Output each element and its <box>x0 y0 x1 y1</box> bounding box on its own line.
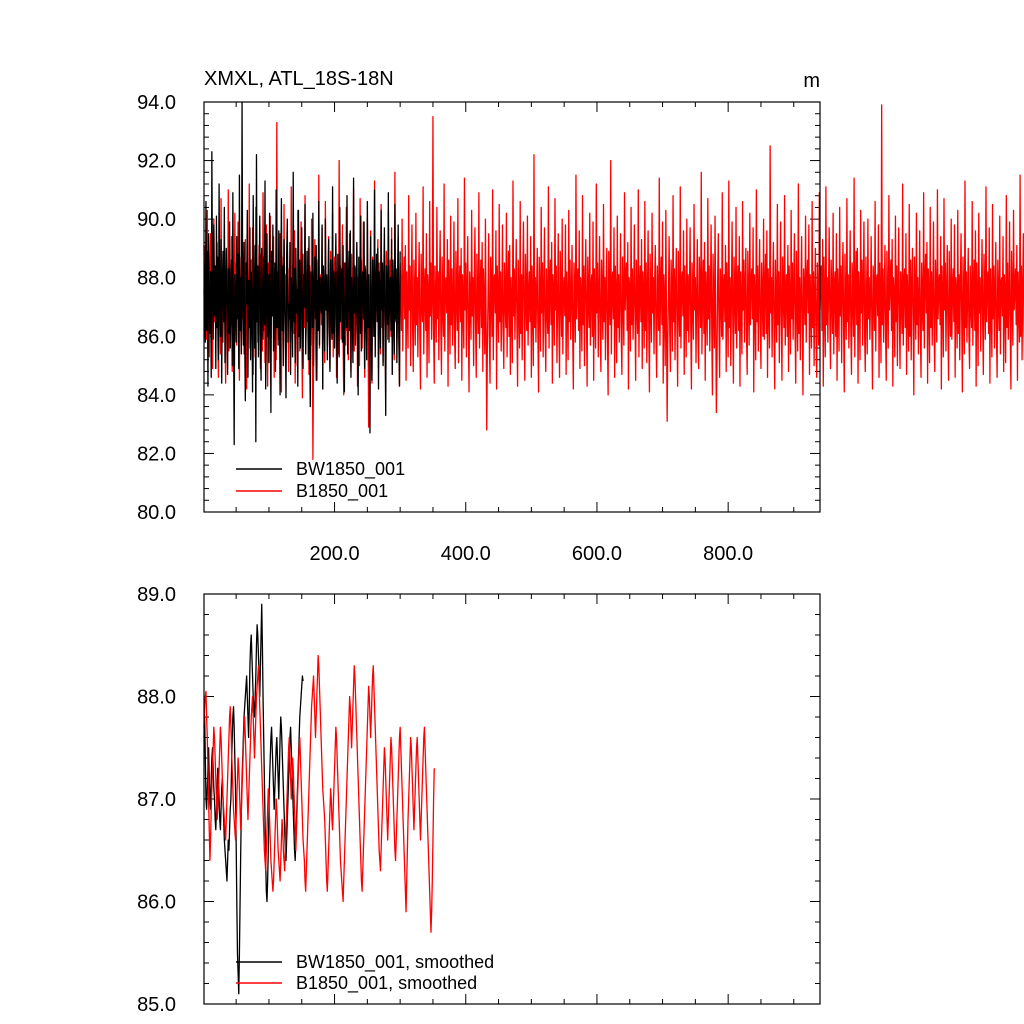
y-tick-label: 86.0 <box>137 326 176 348</box>
y-tick-label: 89.0 <box>137 584 176 606</box>
series-line-b1850-001 <box>203 104 1024 460</box>
legend-label-b1850-001-smoothed: B1850_001, smoothed <box>296 973 477 994</box>
y-tick-label: 80.0 <box>137 502 176 524</box>
series-line-bw1850-001-smoothed <box>203 603 304 995</box>
chart-title: XMXL, ATL_18S-18N <box>204 68 394 90</box>
legend-label-b1850-001: B1850_001 <box>296 481 388 502</box>
series-line-bw1850-001 <box>203 101 401 446</box>
units-label: m <box>803 70 820 92</box>
series-line-b1850-001-smoothed <box>203 654 435 933</box>
y-tick-label: 87.0 <box>137 789 176 811</box>
y-tick-label: 94.0 <box>137 92 176 114</box>
x-tick-label: 600.0 <box>572 543 622 565</box>
y-tick-label: 88.0 <box>137 687 176 709</box>
bottom-plot-frame <box>203 593 821 1005</box>
legend-label-bw1850-001: BW1850_001 <box>296 459 405 480</box>
panel-top: XMXL, ATL_18S-18N m 80.0 82.0 84.0 86.0 88.0… <box>137 68 1024 565</box>
y-tick-label: 84.0 <box>137 385 176 407</box>
x-tick-label: 200.0 <box>310 543 360 565</box>
bottom-series-lines <box>203 603 435 995</box>
x-tick-label: 800.0 <box>703 543 753 565</box>
legend-label-bw1850-001-smoothed: BW1850_001, smoothed <box>296 952 494 973</box>
x-tick-label: 400.0 <box>441 543 491 565</box>
y-tick-label: 85.0 <box>137 994 176 1016</box>
top-axes: 80.0 82.0 84.0 86.0 88.0 90.0 92.0 94.0 200.0 400… <box>137 92 820 565</box>
y-tick-label: 92.0 <box>137 151 176 173</box>
top-legend: BW1850_001 B1850_001 <box>236 459 405 502</box>
y-tick-label: 86.0 <box>137 892 176 914</box>
y-tick-label: 90.0 <box>137 209 176 231</box>
top-series-lines <box>203 101 1024 460</box>
top-plot-frame <box>203 101 821 513</box>
panel-bottom: 85.0 86.0 87.0 88.0 89.0 BW1850_001, smoothe… <box>137 584 821 1016</box>
bottom-legend: BW1850_001, smoothed B1850_001, smoothed <box>236 952 494 994</box>
y-tick-label: 88.0 <box>137 268 176 290</box>
y-tick-label: 82.0 <box>137 443 176 465</box>
